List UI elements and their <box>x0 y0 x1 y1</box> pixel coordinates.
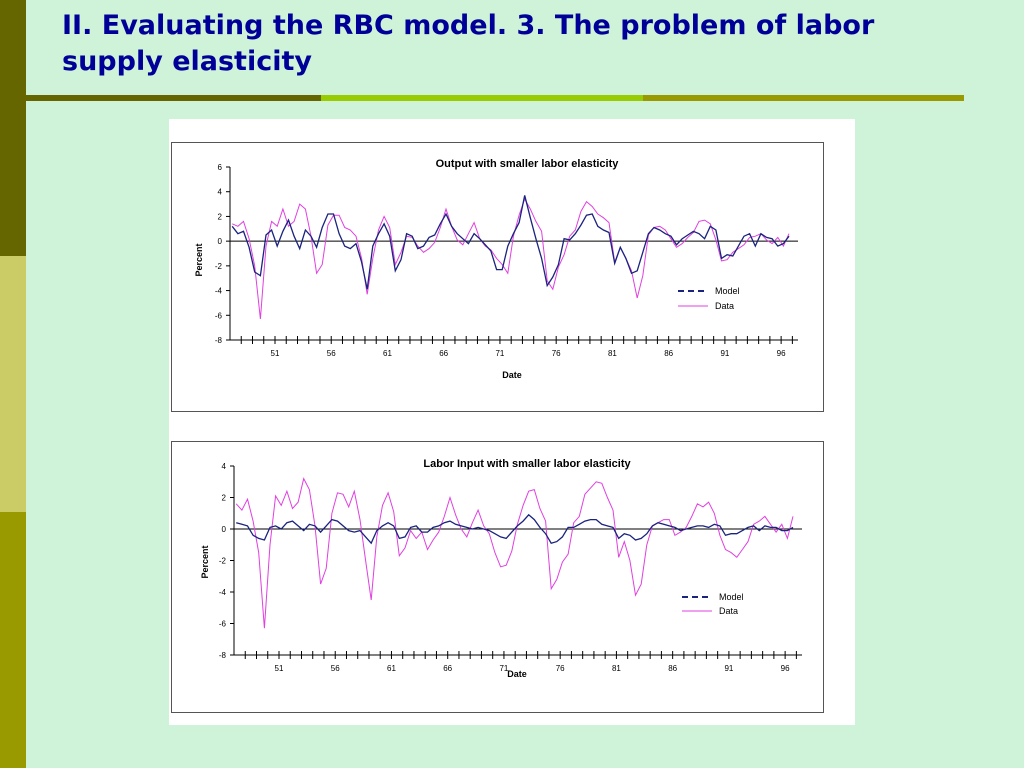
x-tick-label: 81 <box>612 664 621 673</box>
legend-label-data: Data <box>719 606 738 616</box>
x-tick-label: 56 <box>331 664 340 673</box>
series-line-model <box>236 513 794 545</box>
chart-figure: Output with smaller labor elasticity Dat… <box>169 119 855 725</box>
title-rule-segment-2 <box>321 95 643 101</box>
series-line-data <box>235 477 794 629</box>
x-axis-label: Date <box>502 370 522 380</box>
y-tick-label: -4 <box>215 287 223 296</box>
x-tick-label: 71 <box>499 664 508 673</box>
y-tick-label: 4 <box>218 188 223 197</box>
y-tick-label: 0 <box>218 237 223 246</box>
legend-label-model: Model <box>715 286 740 296</box>
labor-chart: Labor Input with smaller labor elasticit… <box>200 458 802 679</box>
x-tick-label: 56 <box>327 349 336 358</box>
y-tick-label: -2 <box>219 557 227 566</box>
y-tick-label: -8 <box>215 336 223 345</box>
x-tick-label: 81 <box>608 349 617 358</box>
x-tick-label: 66 <box>439 349 448 358</box>
x-tick-label: 76 <box>552 349 561 358</box>
x-tick-label: 76 <box>556 664 565 673</box>
y-tick-label: 2 <box>222 494 227 503</box>
title-rule-segment-1 <box>26 95 321 101</box>
y-tick-label: -4 <box>219 588 227 597</box>
x-tick-label: 51 <box>275 664 284 673</box>
x-tick-label: 96 <box>781 664 790 673</box>
x-tick-label: 66 <box>443 664 452 673</box>
side-bar-bottom <box>0 512 26 768</box>
x-tick-label: 91 <box>720 349 729 358</box>
y-tick-label: -2 <box>215 262 223 271</box>
y-axis-label: Percent <box>200 545 210 578</box>
x-tick-label: 61 <box>387 664 396 673</box>
chart-panel-output: Output with smaller labor elasticity Dat… <box>171 142 824 412</box>
x-axis-label: Date <box>507 669 527 679</box>
side-bar-middle <box>0 256 26 512</box>
output-chart: Output with smaller labor elasticity Dat… <box>194 158 798 380</box>
y-tick-label: 2 <box>218 212 223 221</box>
side-bar-top <box>0 0 26 256</box>
x-tick-label: 71 <box>495 349 504 358</box>
y-tick-label: -6 <box>215 311 223 320</box>
series-line-model <box>231 195 790 290</box>
slide-title: II. Evaluating the RBC model. 3. The pro… <box>62 10 875 77</box>
y-axis-label: Percent <box>194 243 204 276</box>
x-tick-label: 96 <box>777 349 786 358</box>
x-tick-label: 61 <box>383 349 392 358</box>
series-line-data <box>231 197 790 320</box>
x-tick-label: 91 <box>724 664 733 673</box>
plot-area: 6 4 2 0 -2 -4 -6 -8 51 56 61 66 71 76 81 86 91 96 <box>215 163 798 358</box>
y-tick-label: 4 <box>222 462 227 471</box>
x-tick-label: 86 <box>668 664 677 673</box>
y-tick-label: -8 <box>219 651 227 660</box>
chart-title: Labor Input with smaller labor elasticit… <box>423 458 631 470</box>
y-tick-label: -6 <box>219 620 227 629</box>
legend-label-data: Data <box>715 301 734 311</box>
y-tick-label: 6 <box>218 163 223 172</box>
chart-title: Output with smaller labor elasticity <box>436 158 620 170</box>
x-tick-label: 86 <box>664 349 673 358</box>
legend-label-model: Model <box>719 592 744 602</box>
title-rule-segment-3 <box>643 95 964 101</box>
chart-panel-labor: Labor Input with smaller labor elasticit… <box>171 441 824 713</box>
x-tick-label: 51 <box>271 349 280 358</box>
y-tick-label: 0 <box>222 525 227 534</box>
plot-area: 4 2 0 -2 -4 -6 -8 51 56 61 66 71 76 81 86 91 96 <box>219 462 802 673</box>
